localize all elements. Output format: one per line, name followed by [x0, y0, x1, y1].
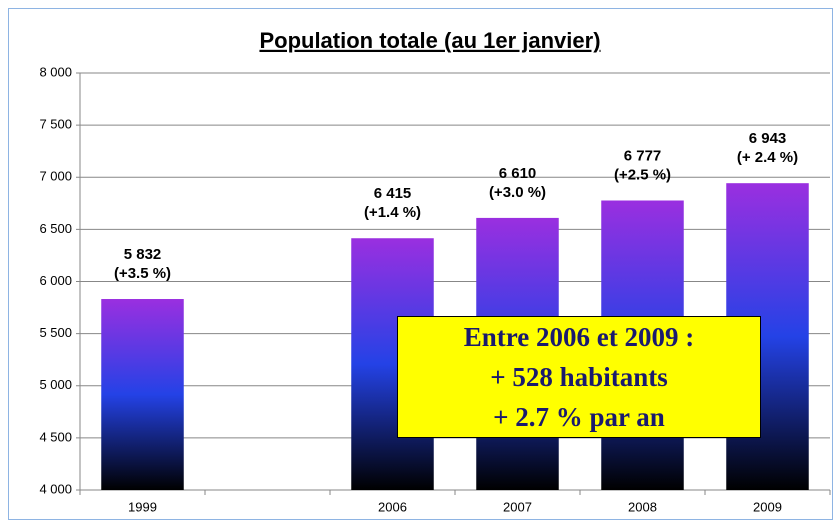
- growth-label: (+ 2.4 %): [737, 149, 798, 166]
- x-tick-label: 2007: [503, 499, 532, 514]
- y-tick-label: 6 000: [39, 273, 72, 288]
- annotation-text: + 528 habitants: [490, 362, 667, 392]
- growth-label: (+3.0 %): [489, 184, 546, 201]
- overlay: Entre 2006 et 2009 : + 528 habitants + 2.7…: [397, 316, 761, 438]
- data-label: 5 832: [124, 246, 162, 263]
- growth-label: (+3.5 %): [114, 265, 171, 282]
- y-tick-label: 6 500: [39, 221, 72, 236]
- annotation-text: Entre 2006 et 2009 :: [464, 322, 694, 352]
- data-label: 6 610: [499, 165, 537, 182]
- data-label: 6 943: [749, 130, 787, 147]
- x-tick-label: 2006: [378, 499, 407, 514]
- annotation-text: + 2.7 % par an: [493, 402, 665, 432]
- y-tick-label: 8 000: [39, 64, 72, 79]
- growth-label: (+1.4 %): [364, 204, 421, 221]
- y-tick-label: 4 000: [39, 481, 72, 496]
- chart-title: Population totale (au 1er janvier): [259, 28, 600, 53]
- growth-label: (+2.5 %): [614, 166, 671, 183]
- annotation-box: [397, 316, 761, 438]
- data-label: 6 777: [624, 147, 662, 164]
- y-tick-label: 5 000: [39, 377, 72, 392]
- y-tick-label: 7 500: [39, 117, 72, 132]
- data-label: 6 415: [374, 185, 412, 202]
- y-tick-label: 7 000: [39, 169, 72, 184]
- x-tick-label: 1999: [128, 499, 157, 514]
- bar: [101, 299, 184, 490]
- y-tick-label: 4 500: [39, 429, 72, 444]
- y-tick-label: 5 500: [39, 325, 72, 340]
- marks: 5 832 (+3.5 %) 6 415 (+1.4 %) 6 610 (+3.0 %) 6…: [101, 130, 809, 491]
- x-tick-label: 2008: [628, 499, 657, 514]
- x-tick-label: 2009: [753, 499, 782, 514]
